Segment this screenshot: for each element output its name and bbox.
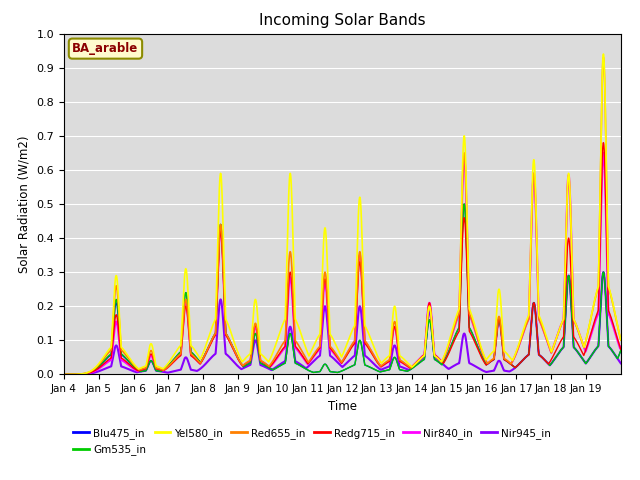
Legend: Blu475_in, Gm535_in, Yel580_in, Red655_in, Redg715_in, Nir840_in, Nir945_in: Blu475_in, Gm535_in, Yel580_in, Red655_i… — [69, 424, 555, 459]
Gm535_in — [414, 361, 422, 367]
Y-axis label: Solar Radiation (W/m2): Solar Radiation (W/m2) — [18, 135, 31, 273]
Nir945_in — [390, 345, 397, 350]
Nir840_in — [60, 372, 68, 377]
Line: Red655_in: Red655_in — [64, 58, 621, 374]
Blu475_in — [473, 342, 481, 348]
Line: Blu475_in: Blu475_in — [64, 204, 621, 374]
Nir840_in — [390, 327, 397, 333]
Nir945_in — [600, 269, 607, 275]
Gm535_in — [503, 358, 511, 364]
Yel580_in — [502, 350, 510, 356]
Nir840_in — [262, 361, 269, 367]
Line: Nir945_in: Nir945_in — [64, 272, 621, 374]
Yel580_in — [617, 337, 625, 343]
Line: Nir840_in: Nir840_in — [64, 153, 621, 374]
Blu475_in — [60, 372, 68, 377]
Redg715_in — [502, 358, 510, 364]
Red655_in — [414, 359, 422, 364]
Redg715_in — [414, 358, 422, 364]
Red655_in — [88, 368, 96, 373]
Blu475_in — [88, 369, 96, 374]
Nir945_in — [60, 372, 68, 377]
Nir840_in — [88, 369, 96, 375]
Gm535_in — [262, 363, 269, 369]
Red655_in — [262, 360, 269, 366]
Red655_in — [502, 357, 510, 363]
Redg715_in — [473, 344, 481, 350]
Nir945_in — [502, 368, 510, 374]
Title: Incoming Solar Bands: Incoming Solar Bands — [259, 13, 426, 28]
Yel580_in — [88, 367, 96, 373]
Nir840_in — [414, 358, 422, 364]
Redg715_in — [88, 369, 96, 375]
Nir840_in — [617, 344, 625, 349]
Text: BA_arable: BA_arable — [72, 42, 139, 55]
Nir945_in — [473, 364, 481, 370]
Red655_in — [60, 372, 68, 377]
Nir840_in — [473, 333, 481, 339]
X-axis label: Time: Time — [328, 400, 357, 413]
Redg715_in — [60, 372, 68, 377]
Blu475_in — [262, 363, 269, 369]
Redg715_in — [600, 140, 607, 145]
Yel580_in — [473, 330, 481, 336]
Redg715_in — [617, 347, 625, 352]
Red655_in — [600, 55, 607, 60]
Gm535_in — [460, 201, 468, 207]
Yel580_in — [262, 356, 269, 361]
Redg715_in — [390, 327, 397, 333]
Gm535_in — [88, 369, 96, 374]
Blu475_in — [460, 201, 468, 207]
Gm535_in — [60, 372, 68, 377]
Nir945_in — [617, 360, 625, 366]
Red655_in — [390, 322, 397, 328]
Nir945_in — [88, 370, 96, 376]
Red655_in — [617, 337, 625, 343]
Line: Gm535_in: Gm535_in — [64, 204, 621, 374]
Nir945_in — [262, 364, 269, 370]
Blu475_in — [390, 356, 397, 361]
Red655_in — [473, 333, 481, 338]
Blu475_in — [617, 348, 625, 353]
Line: Redg715_in: Redg715_in — [64, 143, 621, 374]
Yel580_in — [60, 372, 68, 377]
Nir945_in — [414, 360, 422, 365]
Gm535_in — [617, 348, 625, 353]
Yel580_in — [414, 359, 422, 364]
Line: Yel580_in: Yel580_in — [64, 54, 621, 374]
Nir840_in — [502, 358, 510, 364]
Gm535_in — [390, 356, 397, 361]
Nir840_in — [600, 150, 607, 156]
Redg715_in — [262, 361, 269, 367]
Blu475_in — [503, 358, 511, 364]
Gm535_in — [473, 342, 481, 348]
Blu475_in — [414, 361, 422, 367]
Yel580_in — [390, 308, 397, 313]
Yel580_in — [600, 51, 607, 57]
